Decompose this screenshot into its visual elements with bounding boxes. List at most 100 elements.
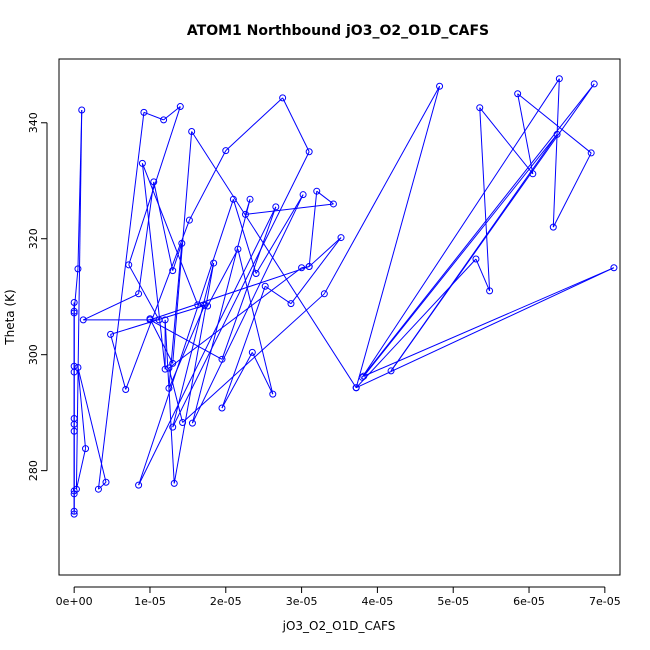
series-line-segment	[355, 86, 441, 388]
series-line-segment	[191, 199, 251, 424]
data-point	[587, 149, 595, 157]
data-point	[590, 80, 598, 88]
data-point	[161, 316, 169, 324]
series-line-segment	[475, 258, 491, 292]
data-point	[169, 359, 177, 367]
data-point	[279, 94, 287, 102]
data-point	[94, 485, 102, 493]
data-point	[70, 487, 78, 495]
series-line-segment	[207, 248, 239, 307]
data-point	[178, 239, 186, 247]
chart-title: ATOM1 Northbound jO3_O2_O1D_CAFS	[187, 23, 489, 39]
series-line-segment	[73, 268, 79, 312]
series-line-segment	[264, 285, 292, 305]
series-line-segment	[361, 78, 560, 378]
series-line-segment	[355, 267, 615, 389]
y-tick-label: 340	[27, 112, 40, 133]
series-line-segment	[232, 199, 257, 274]
series-line-segment	[168, 267, 302, 369]
data-point	[169, 267, 177, 275]
data-point	[360, 372, 368, 380]
data-point	[102, 478, 110, 486]
data-point	[486, 287, 494, 295]
y-axis: 280 300 320 340	[27, 112, 48, 481]
series-line-segment	[355, 258, 477, 389]
data-point	[70, 299, 78, 307]
data-point	[188, 127, 196, 135]
data-point	[72, 485, 80, 493]
data-point	[529, 170, 537, 178]
series-line-segment	[221, 286, 266, 409]
series-line-segment	[225, 97, 283, 151]
series-line-segment	[128, 264, 160, 321]
series-line-segment	[517, 93, 534, 174]
series-line-segment	[149, 318, 174, 364]
data-point	[188, 419, 196, 427]
data-point	[170, 479, 178, 487]
y-tick-label: 280	[27, 460, 40, 481]
data-point	[160, 116, 168, 124]
series-line-segment	[172, 131, 193, 364]
data-point	[135, 290, 143, 298]
data-point	[218, 404, 226, 412]
x-tick-label: 0e+00	[56, 595, 93, 608]
series-line-segment	[191, 131, 357, 389]
data-point	[305, 263, 313, 271]
series-line-segment	[517, 93, 592, 154]
data-point	[107, 330, 115, 338]
series-line-segment	[361, 83, 595, 378]
data-point	[165, 364, 173, 372]
series-line-segment	[188, 150, 227, 221]
series-line-segment	[172, 262, 215, 428]
y-tick-label: 300	[27, 344, 40, 365]
series-line-segment	[182, 293, 325, 423]
x-axis-label: jO3_O2_O1D_CAFS	[282, 619, 396, 633]
series-line-segment	[83, 293, 139, 321]
data-point	[320, 290, 328, 298]
data-point	[269, 390, 277, 398]
data-point	[218, 355, 226, 363]
data-point	[125, 261, 133, 269]
data-point	[261, 282, 269, 290]
data-point	[313, 187, 321, 195]
x-tick-label: 5e-05	[437, 595, 469, 608]
x-tick-label: 3e-05	[286, 595, 318, 608]
data-point	[74, 363, 82, 371]
data-point	[555, 75, 563, 83]
series-line-segment	[138, 199, 234, 486]
data-point	[246, 195, 254, 203]
data-point	[436, 82, 444, 90]
data-point	[194, 301, 202, 309]
data-point	[140, 108, 148, 116]
data-point	[329, 200, 337, 208]
data-point	[146, 315, 154, 323]
data-point	[222, 147, 230, 155]
data-point	[337, 234, 345, 242]
series-line-segment	[168, 367, 184, 423]
data-point	[79, 316, 87, 324]
x-tick-label: 2e-05	[210, 595, 242, 608]
x-tick-label: 1e-05	[134, 595, 166, 608]
series-line-segment	[237, 249, 274, 395]
x-tick-label: 6e-05	[513, 595, 545, 608]
series-line-segment	[251, 352, 274, 395]
data-point	[229, 195, 237, 203]
series-line-segment	[110, 304, 205, 335]
series-line-segment	[552, 152, 592, 228]
data-point	[78, 106, 86, 114]
data-point	[204, 302, 212, 310]
series-line-segment	[168, 243, 183, 389]
data-point	[138, 159, 146, 167]
series-line-segment	[141, 163, 166, 370]
data-point	[272, 203, 280, 211]
data-point	[305, 148, 313, 156]
series-line-segment	[75, 448, 87, 490]
data-point	[70, 368, 78, 376]
data-point	[122, 385, 130, 393]
series-line-segment	[308, 237, 342, 267]
series-line-segment	[221, 206, 277, 360]
series-line-segment	[153, 181, 174, 271]
series-line-segment	[323, 86, 441, 295]
data-point	[176, 103, 184, 111]
data-point	[169, 423, 177, 431]
